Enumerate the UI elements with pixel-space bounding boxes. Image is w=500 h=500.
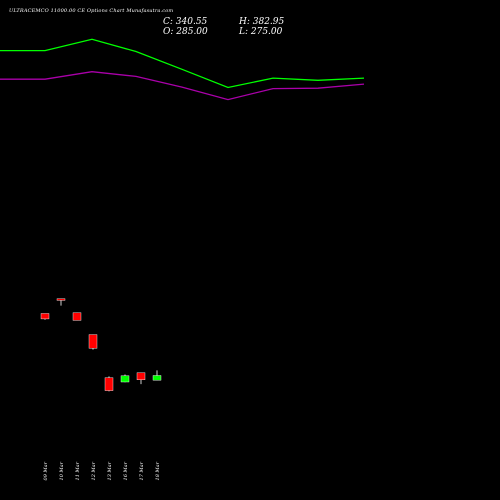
chart-title: ULTRACEMCO 11000.00 CE Options Chart Mun…: [9, 8, 174, 14]
candle-13-mar: [104, 376, 114, 392]
lower-band-line: [0, 71, 365, 101]
x-tick-label: 17 Mar: [139, 461, 145, 480]
candlesticks: [40, 298, 162, 392]
x-tick-label: 11 Mar: [75, 461, 81, 480]
candle-body: [56, 298, 66, 301]
high-value: H: 382.95: [239, 17, 285, 27]
candle-body: [152, 375, 162, 381]
upper-band-line: [0, 38, 365, 89]
candle-body: [40, 313, 50, 320]
candle-17-mar: [136, 372, 146, 385]
candle-body: [72, 312, 82, 321]
candle-16-mar: [120, 374, 130, 383]
candle-11-mar: [72, 312, 82, 321]
candle-body: [88, 334, 98, 349]
candle-body: [104, 377, 114, 391]
candle-09-mar: [40, 313, 50, 320]
low-value: L: 275.00: [239, 27, 283, 37]
x-tick-label: 18 Mar: [155, 461, 161, 480]
x-tick-label: 16 Mar: [123, 461, 129, 480]
candle-12-mar: [88, 334, 98, 350]
candle-body: [136, 372, 146, 381]
x-tick-label: 12 Mar: [91, 461, 97, 480]
close-value: C: 340.55: [163, 17, 208, 27]
x-tick-label: 09 Mar: [43, 461, 49, 480]
x-tick-label: 10 Mar: [59, 461, 65, 480]
x-axis-ticks: 09 Mar 10 Mar 11 Mar 12 Mar 13 Mar 16 Mar 17 M…: [43, 461, 161, 480]
indicator-lines: [0, 38, 365, 101]
candle-10-mar: [56, 298, 66, 306]
open-value: O: 285.00: [163, 27, 208, 37]
candle-18-mar: [152, 370, 162, 381]
candle-body: [120, 375, 130, 383]
x-tick-label: 13 Mar: [107, 461, 113, 480]
